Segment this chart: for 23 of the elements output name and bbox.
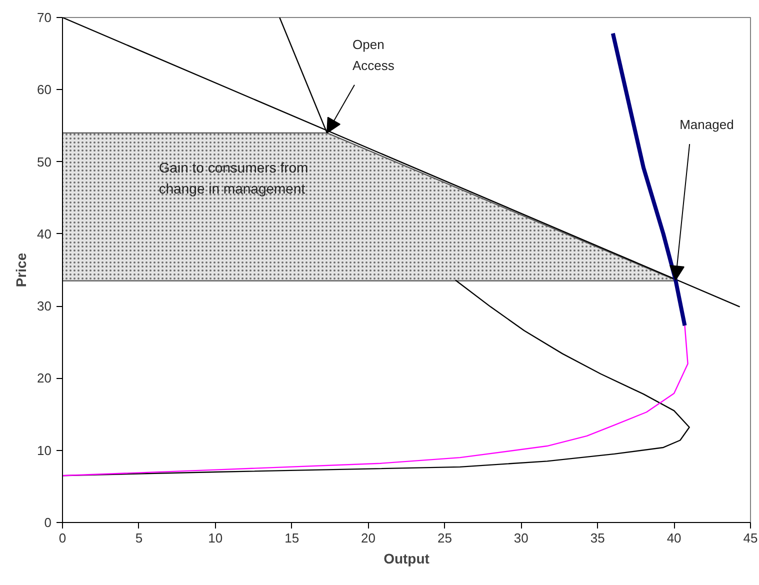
x-axis-title: Output: [384, 550, 430, 566]
x-tick-label: 30: [514, 530, 528, 546]
y-tick-label: 0: [44, 515, 52, 530]
y-tick-label: 30: [37, 298, 52, 314]
y-tick-label: 40: [37, 226, 52, 242]
y-axis-title: Price: [13, 252, 30, 288]
x-tick-label: 15: [284, 530, 300, 546]
annotation: Gain to consumers from change in management: [158, 160, 308, 196]
annotation: Open Access: [352, 36, 395, 73]
x-tick-label: 40: [666, 530, 682, 546]
x-tick-label: 10: [208, 530, 223, 546]
y-tick-label: 20: [37, 370, 52, 386]
x-tick-label: 25: [437, 530, 452, 546]
y-tick-label: 70: [37, 10, 52, 25]
y-tick-label: 10: [37, 442, 52, 458]
annotation: Managed: [680, 117, 734, 132]
x-tick-label: 20: [361, 530, 376, 546]
y-tick-label: 50: [37, 154, 52, 170]
x-tick-label: 0: [58, 530, 66, 546]
x-tick-label: 5: [135, 530, 143, 546]
x-tick-label: 35: [590, 530, 605, 546]
x-tick-label: 45: [743, 530, 758, 546]
y-tick-label: 60: [37, 82, 52, 98]
